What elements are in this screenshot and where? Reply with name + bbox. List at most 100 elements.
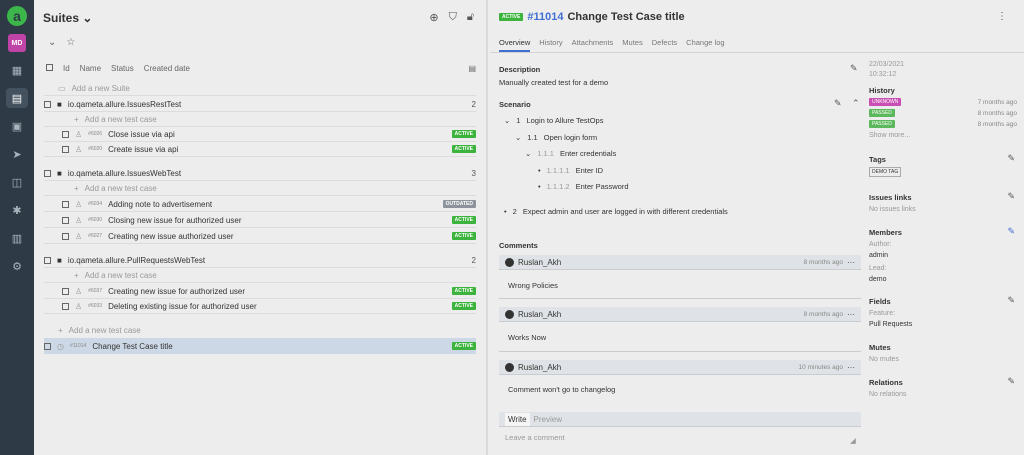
checkbox[interactable] (62, 287, 69, 295)
comment-input[interactable]: Leave a comment (505, 433, 565, 442)
test-case-row[interactable]: ♙ #6033 Deleting existing issue for author… (44, 299, 476, 314)
allure-logo[interactable]: a (7, 6, 27, 26)
panel-resizer[interactable] (486, 0, 488, 455)
edit-issues-icon[interactable]: ✎ (1007, 191, 1015, 201)
history-item[interactable]: PASSED 8 months ago (869, 120, 1017, 128)
checkbox[interactable] (44, 342, 51, 350)
tab-history[interactable]: History (539, 38, 563, 47)
resize-handle-icon[interactable]: ◢ (850, 436, 856, 445)
more-icon[interactable]: ··· (847, 362, 855, 372)
plus-icon: + (74, 183, 79, 193)
jobs-icon[interactable]: ➤ (12, 148, 22, 161)
step-number: 1.1.1 (537, 149, 554, 158)
tag-chip[interactable]: DEMO TAG (869, 167, 902, 177)
tab-change-log[interactable]: Change log (686, 38, 725, 47)
checkbox[interactable] (44, 169, 51, 177)
add-case[interactable]: + Add a new test case (44, 323, 476, 338)
add-circle-icon[interactable]: ⊕ (429, 12, 439, 24)
filter-icon[interactable]: ⛉ (448, 11, 457, 23)
scenario-heading: Scenario (499, 100, 531, 109)
edit-scenario-icon[interactable]: ✎ (834, 98, 842, 108)
comment-time: 10 minutes ago (798, 363, 843, 371)
analytics-icon[interactable]: ◫ (11, 176, 23, 189)
add-suite[interactable]: ▭ Add a new Suite (44, 81, 476, 96)
col-name[interactable]: Name (79, 64, 102, 73)
scenario-step[interactable]: • 1.1.1.1 Enter ID (538, 166, 603, 175)
tab-defects[interactable]: Defects (651, 38, 678, 47)
test-case-row[interactable]: ♙ #6037 Creating new issue for authorized … (44, 284, 476, 299)
tab-preview[interactable]: Preview (533, 414, 562, 424)
add-case[interactable]: + Add a new test case (44, 181, 476, 196)
history-item[interactable]: UNKNOWN 7 months ago (869, 98, 1017, 106)
checkbox[interactable] (62, 232, 69, 240)
scenario-step[interactable]: • 2 Expect admin and user are logged in wi… (504, 207, 728, 216)
defects-icon[interactable]: ✱ (12, 204, 22, 217)
lock-icon[interactable]: 🔓︎ (466, 11, 474, 23)
suite-row[interactable]: ■ io.qameta.allure.PullRequestsWebTest 2 (44, 253, 476, 268)
test-case-row-selected[interactable]: ◷ #11014 Change Test Case title ACTIVE (44, 338, 476, 354)
tab-overview[interactable]: Overview (499, 38, 531, 52)
tab-mutes[interactable]: Mutes (622, 38, 643, 47)
test-case-row[interactable]: ♙ #6030 Closing new issue for authorized u… (44, 213, 476, 228)
scenario-step[interactable]: ⌄ 1.1 Open login form (515, 133, 597, 142)
columns-icon[interactable]: ▤ (468, 64, 476, 73)
test-cases-icon[interactable]: ▤ (6, 88, 28, 108)
settings-icon[interactable]: ⚙ (12, 260, 22, 273)
dashboard-icon[interactable]: ▦ (11, 64, 23, 77)
edit-members-icon[interactable]: ✎ (1007, 226, 1015, 236)
suites-dropdown[interactable]: Suites ⌄ (43, 11, 92, 25)
show-more-link[interactable]: Show more... (869, 132, 911, 139)
step-text: Open login form (543, 133, 598, 142)
lead-label: Lead: (869, 265, 887, 272)
test-case-row[interactable]: ♙ #6026 Close issue via api ACTIVE (44, 127, 476, 142)
page-title: ACTIVE #11014 Change Test Case title (499, 11, 685, 23)
collapse-icon[interactable]: ⌃ (852, 98, 860, 108)
checkbox[interactable] (44, 100, 51, 108)
tab-attachments[interactable]: Attachments (571, 38, 614, 47)
files-icon[interactable]: ▥ (11, 232, 23, 245)
more-icon[interactable]: ··· (847, 309, 855, 319)
edit-tags-icon[interactable]: ✎ (1007, 153, 1015, 163)
checkbox[interactable] (62, 216, 69, 224)
test-case-row[interactable]: ♙ #6027 Creating new issue authorized user… (44, 229, 476, 244)
star-icon[interactable]: ☆ (66, 37, 76, 48)
launches-icon[interactable]: ▣ (11, 120, 23, 133)
scenario-step[interactable]: ⌄ 1 Login to Allure TestOps (504, 116, 603, 125)
more-icon[interactable]: ··· (847, 257, 855, 267)
checkbox[interactable] (62, 302, 69, 310)
issues-heading: Issues links (869, 193, 912, 202)
history-item[interactable]: PASSED 8 months ago (869, 109, 1017, 117)
checkbox[interactable] (62, 145, 69, 153)
edit-description-icon[interactable]: ✎ (850, 63, 858, 73)
add-case[interactable]: + Add a new test case (44, 112, 476, 127)
tab-write[interactable]: Write (505, 412, 530, 426)
select-all-checkbox[interactable] (46, 64, 53, 71)
scenario-step[interactable]: ⌄ 1.1.1 Enter credentials (525, 149, 616, 158)
kebab-menu-icon[interactable]: ⋮ (997, 11, 1007, 22)
checkbox[interactable] (62, 130, 69, 138)
scenario-step[interactable]: • 1.1.1.2 Enter Password (538, 182, 629, 191)
edit-fields-icon[interactable]: ✎ (1007, 295, 1015, 305)
checkbox[interactable] (44, 256, 51, 264)
manual-icon: ♙ (75, 199, 83, 209)
collapse-icon[interactable]: ⌄ (48, 37, 57, 48)
checkbox[interactable] (62, 200, 69, 208)
step-number: 1.1.1.2 (546, 182, 570, 191)
suite-row[interactable]: ■ io.qameta.allure.IssuesRestTest 2 (44, 97, 476, 112)
bullet-icon: • (504, 207, 507, 216)
test-case-row[interactable]: ♙ #6020 Create issue via api ACTIVE (44, 142, 476, 157)
step-text: Enter ID (575, 166, 604, 175)
test-case-row[interactable]: ♙ #6034 Adding note to advertisement OUTDAT… (44, 197, 476, 212)
suite-row[interactable]: ■ io.qameta.allure.IssuesWebTest 3 (44, 166, 476, 181)
add-case[interactable]: + Add a new test case (44, 268, 476, 283)
case-name: Change Test Case title (92, 341, 173, 351)
comment-time: 8 months ago (803, 258, 843, 266)
divider (499, 351, 861, 352)
manual-icon: ♙ (75, 144, 83, 154)
project-avatar[interactable]: MD (8, 34, 26, 52)
edit-relations-icon[interactable]: ✎ (1007, 376, 1015, 386)
col-id[interactable]: Id (63, 64, 70, 73)
case-title[interactable]: Change Test Case title (567, 11, 685, 23)
col-created[interactable]: Created date (143, 64, 190, 73)
col-status[interactable]: Status (111, 64, 134, 73)
